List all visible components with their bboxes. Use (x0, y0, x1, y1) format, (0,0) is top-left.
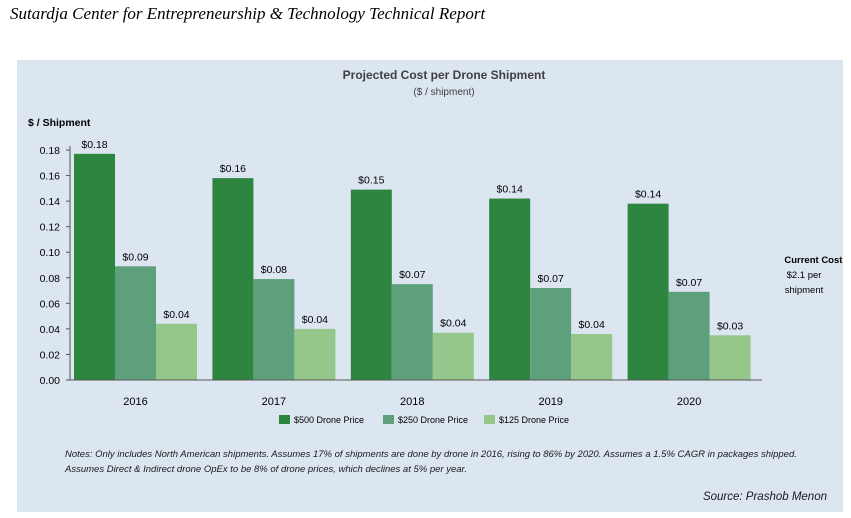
bar (489, 198, 531, 380)
bar (709, 335, 751, 380)
source-credit: Source: Prashob Menon (702, 491, 827, 503)
current-cost-callout: Current Cost: $2.1 per shipment (784, 255, 843, 296)
bar (253, 279, 295, 380)
legend-label: $500 Drone Price (294, 415, 364, 425)
data-label: $0.03 (717, 320, 743, 332)
data-label: $0.08 (261, 264, 287, 276)
bar (350, 189, 392, 380)
chart-title: Projected Cost per Drone Shipment (343, 68, 546, 82)
legend: $500 Drone Price $250 Drone Price $125 Dro… (279, 415, 569, 425)
chart-subtitle: ($ / shipment) (413, 87, 474, 98)
chart: Projected Cost per Drone Shipment ($ / s… (28, 68, 843, 425)
bar (212, 178, 254, 380)
legend-swatch (383, 415, 394, 424)
x-category-label: 2016 (123, 396, 147, 408)
x-category-label: 2019 (538, 396, 562, 408)
chart-panel: Projected Cost per Drone Shipment ($ / s… (17, 60, 843, 512)
y-tick-label: 0.12 (40, 222, 61, 234)
bar (294, 328, 336, 380)
data-label: $0.18 (81, 139, 107, 151)
data-label: $0.07 (399, 269, 425, 281)
y-axis-label: $ / Shipment (28, 117, 91, 129)
y-tick-label: 0.10 (40, 247, 61, 259)
y-tick-label: 0.06 (40, 298, 61, 310)
bar (530, 288, 572, 380)
bar (668, 291, 710, 380)
x-category-label: 2017 (262, 396, 286, 408)
bar (74, 153, 115, 380)
y-tick-label: 0.00 (40, 375, 61, 387)
y-tick-label: 0.16 (40, 171, 61, 183)
data-label: $0.14 (635, 189, 661, 201)
x-category-label: 2018 (400, 396, 424, 408)
legend-label: $250 Drone Price (398, 415, 468, 425)
data-label: $0.15 (358, 175, 384, 187)
data-label: $0.14 (497, 184, 523, 196)
bar (627, 203, 669, 380)
bar (571, 334, 613, 380)
data-label: $0.16 (220, 163, 246, 175)
bar (156, 323, 197, 380)
y-tick-label: 0.08 (40, 273, 61, 285)
current-cost-line1: $2.1 per (787, 270, 822, 281)
bar (432, 332, 474, 380)
chart-notes: Notes: Only includes North American ship… (65, 449, 797, 475)
current-cost-line2: shipment (785, 285, 824, 296)
data-label: $0.09 (122, 251, 148, 263)
data-label: $0.04 (302, 314, 328, 326)
data-label: $0.07 (538, 273, 564, 285)
legend-swatch (484, 415, 495, 424)
data-label: $0.04 (440, 318, 466, 330)
y-tick-label: 0.02 (40, 349, 61, 361)
data-label: $0.04 (579, 319, 605, 331)
report-title: Sutardja Center for Entrepreneurship & T… (10, 4, 486, 23)
y-tick-label: 0.14 (40, 196, 61, 208)
data-label: $0.07 (676, 277, 702, 289)
x-category-label: 2020 (677, 396, 701, 408)
data-label: $0.04 (163, 309, 189, 321)
legend-swatch (279, 415, 290, 424)
y-tick-label: 0.04 (40, 324, 61, 336)
legend-label: $125 Drone Price (499, 415, 569, 425)
bar (115, 266, 156, 380)
current-cost-heading: Current Cost: (784, 255, 843, 266)
bar (391, 284, 433, 380)
y-tick-label: 0.18 (40, 145, 61, 157)
